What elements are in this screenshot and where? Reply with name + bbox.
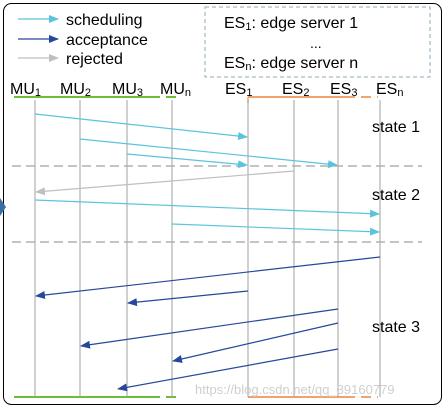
- state-3-label: state 3: [372, 319, 420, 336]
- watermark: https://blog.csdn.net/qq_39160779: [195, 382, 395, 397]
- server-box-border: [204, 6, 431, 78]
- mu-1-header: MU1: [10, 81, 41, 99]
- msg-state1-mu1-to-es1: [34, 113, 248, 141]
- legend-acceptance-label: acceptance: [66, 32, 148, 49]
- msg-state1-mu2-to-es3: [79, 138, 338, 169]
- legend-scheduling-label: scheduling: [66, 12, 143, 29]
- msg-state2-mu1-to-esn: [34, 199, 380, 218]
- server-box-line-2: ESn: edge server n: [224, 55, 358, 73]
- es-n-header: ESn: [376, 81, 403, 99]
- lifelines: [34, 100, 381, 397]
- es-2-header: ES2: [282, 81, 309, 99]
- state-2-label: state 2: [372, 187, 420, 204]
- state-1-label: state 1: [372, 119, 420, 136]
- mu-3-header: MU3: [112, 81, 143, 99]
- msg-state3-es3-accept-mu3: [117, 348, 339, 392]
- msg-state2-mun-to-esn: [171, 223, 380, 236]
- msg-state3-es1-accept-mu3: [127, 290, 249, 307]
- msg-state3-es3-accept-mun: [172, 322, 339, 363]
- msg-state2-es2-reject-mu1: [35, 170, 295, 196]
- server-box-line-1: ES1: edge server 1: [224, 15, 358, 33]
- mu-group-bracket: [14, 96, 180, 398]
- server-box-ellipsis: ...: [310, 35, 322, 51]
- es-group-bracket: [247, 96, 378, 398]
- legend-rejected-label: rejected: [66, 51, 123, 68]
- msg-state1-mu3-to-es1: [126, 153, 248, 169]
- left-edge-marker: [0, 198, 6, 216]
- msg-state3-es3-accept-mu2: [80, 308, 339, 349]
- es-1-header: ES1: [225, 81, 252, 99]
- mu-2-header: MU2: [60, 81, 91, 99]
- mu-n-header: MUn: [160, 81, 191, 99]
- server-description-box: ES1: edge server 1 ... ESn: edge server …: [204, 6, 431, 78]
- es-3-header: ES3: [330, 81, 357, 99]
- legend: scheduling acceptance rejected: [18, 12, 148, 68]
- participant-headers: MU1 MU2 MU3 MUn ES1 ES2 ES3 ESn: [10, 81, 403, 99]
- msg-state3-esn-accept-mu1: [35, 256, 381, 299]
